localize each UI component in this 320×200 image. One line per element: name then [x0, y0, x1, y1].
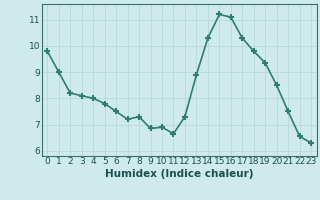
X-axis label: Humidex (Indice chaleur): Humidex (Indice chaleur): [105, 169, 253, 179]
